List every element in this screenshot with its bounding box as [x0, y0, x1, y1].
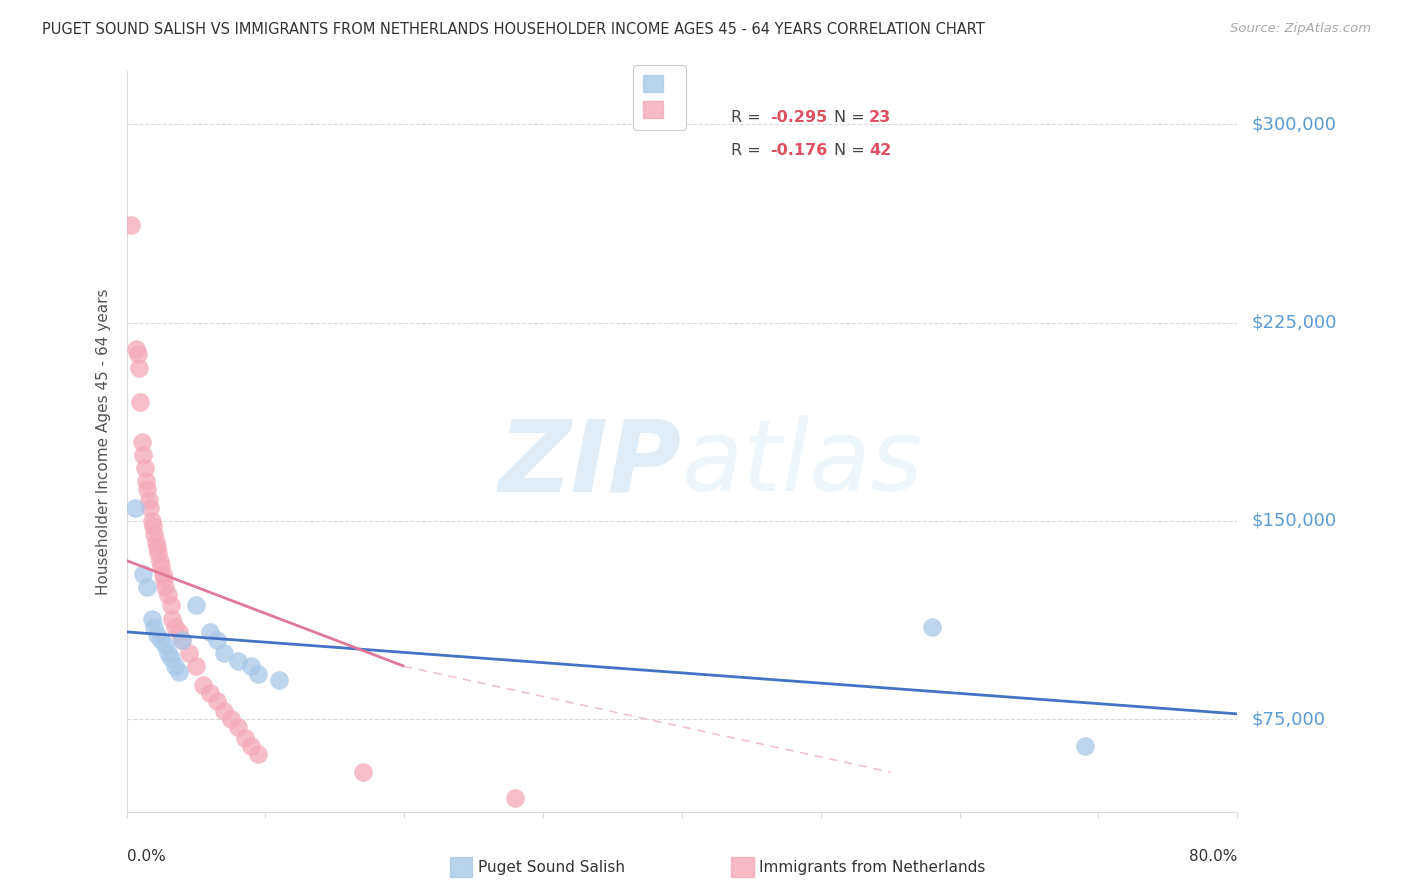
Point: [169, 665, 191, 679]
Point: [148, 546, 170, 560]
Point: [212, 646, 235, 660]
Point: [125, 342, 148, 356]
Text: -0.295: -0.295: [770, 111, 828, 125]
Point: [352, 765, 374, 780]
Point: [145, 535, 167, 549]
Text: 42: 42: [869, 143, 891, 158]
Point: [127, 347, 149, 361]
Text: $300,000: $300,000: [1251, 115, 1336, 133]
Text: $75,000: $75,000: [1251, 710, 1326, 728]
Point: [177, 646, 200, 660]
Point: [165, 659, 187, 673]
Point: [233, 731, 256, 745]
Point: [162, 612, 184, 626]
Point: [132, 566, 155, 581]
Point: [150, 632, 173, 647]
Point: [132, 448, 155, 462]
Point: [155, 638, 177, 652]
Point: [141, 612, 163, 626]
Point: [160, 599, 183, 613]
Text: Puget Sound Salish: Puget Sound Salish: [478, 860, 626, 874]
Point: [219, 712, 242, 726]
Point: [143, 620, 166, 634]
Text: $225,000: $225,000: [1251, 314, 1337, 332]
Point: [198, 686, 221, 700]
Point: [169, 624, 191, 639]
Point: [205, 694, 228, 708]
Point: [136, 580, 159, 594]
Text: N =: N =: [834, 143, 870, 158]
Text: ZIP: ZIP: [499, 416, 682, 512]
Point: [135, 474, 157, 488]
Y-axis label: Householder Income Ages 45 - 64 years: Householder Income Ages 45 - 64 years: [96, 288, 111, 595]
Point: [198, 624, 221, 639]
Point: [136, 482, 159, 496]
Point: [157, 588, 180, 602]
Point: [131, 434, 153, 449]
Point: [165, 620, 187, 634]
Point: [141, 514, 163, 528]
Point: [160, 651, 183, 665]
Point: [240, 659, 263, 673]
Text: R =: R =: [731, 143, 766, 158]
Text: 23: 23: [869, 111, 891, 125]
Point: [172, 632, 194, 647]
Point: [146, 541, 169, 555]
Text: -0.176: -0.176: [770, 143, 828, 158]
Point: [184, 659, 207, 673]
Text: R =: R =: [731, 111, 766, 125]
Point: [128, 360, 150, 375]
Point: [921, 620, 943, 634]
Point: [146, 627, 169, 641]
Point: [150, 558, 173, 573]
Point: [153, 572, 176, 586]
Point: [240, 739, 263, 753]
Point: [152, 566, 174, 581]
Point: [247, 747, 270, 761]
Point: [1073, 739, 1095, 753]
Point: [212, 704, 235, 718]
Point: [247, 667, 270, 681]
Point: [134, 461, 156, 475]
Text: N =: N =: [834, 111, 870, 125]
Text: PUGET SOUND SALISH VS IMMIGRANTS FROM NETHERLANDS HOUSEHOLDER INCOME AGES 45 - 6: PUGET SOUND SALISH VS IMMIGRANTS FROM NE…: [42, 22, 986, 37]
Point: [139, 500, 162, 515]
Point: [143, 527, 166, 541]
Point: [149, 553, 172, 567]
Point: [226, 654, 249, 668]
Text: atlas: atlas: [682, 416, 924, 512]
Text: $150,000: $150,000: [1251, 512, 1336, 530]
Text: Source: ZipAtlas.com: Source: ZipAtlas.com: [1230, 22, 1371, 36]
Point: [142, 519, 165, 533]
Text: 80.0%: 80.0%: [1189, 849, 1237, 863]
Point: [138, 492, 160, 507]
Point: [269, 673, 291, 687]
Point: [172, 632, 194, 647]
Point: [129, 395, 152, 409]
Point: [226, 720, 249, 734]
Point: [155, 580, 177, 594]
Point: [191, 678, 214, 692]
Point: [205, 632, 228, 647]
Text: Immigrants from Netherlands: Immigrants from Netherlands: [759, 860, 986, 874]
Point: [184, 599, 207, 613]
Point: [124, 500, 146, 515]
Point: [120, 218, 142, 232]
Text: 0.0%: 0.0%: [127, 849, 166, 863]
Legend: , : ,: [633, 65, 686, 129]
Point: [157, 646, 180, 660]
Point: [503, 791, 526, 805]
